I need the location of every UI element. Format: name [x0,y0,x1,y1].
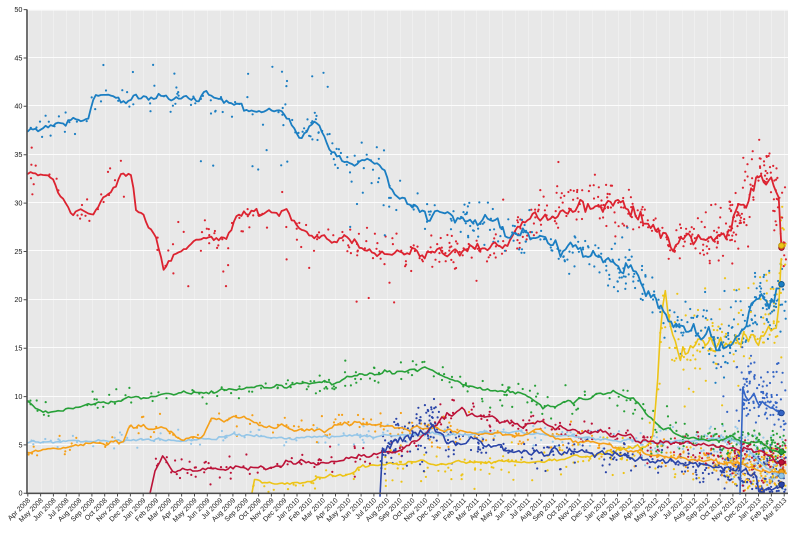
svg-text:30: 30 [14,199,22,208]
svg-text:50: 50 [14,5,22,14]
svg-text:0: 0 [18,489,22,498]
svg-text:5: 5 [18,440,22,449]
svg-text:35: 35 [14,150,22,159]
svg-text:45: 45 [14,53,22,62]
svg-text:10: 10 [14,392,22,401]
svg-text:20: 20 [14,295,22,304]
svg-text:25: 25 [14,247,22,256]
svg-text:40: 40 [14,102,22,111]
svg-text:15: 15 [14,344,22,353]
